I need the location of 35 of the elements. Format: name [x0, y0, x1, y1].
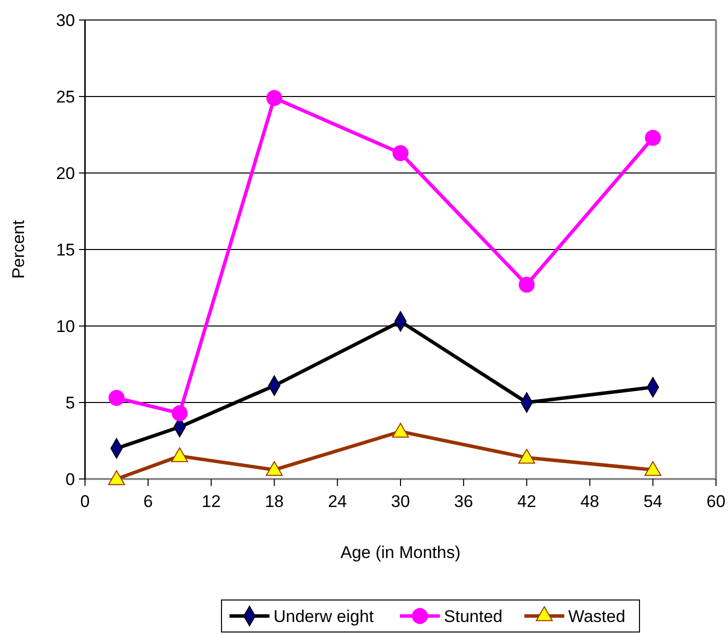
x-tick-label: 18: [264, 492, 284, 511]
point: [108, 390, 125, 406]
point: [392, 145, 408, 162]
y-tick-label: 0: [66, 470, 75, 489]
point: [108, 470, 126, 486]
y-axis-title: Percent: [9, 220, 28, 279]
point: [266, 90, 282, 106]
x-tick-label: 0: [80, 492, 90, 511]
y-tick-label: 25: [56, 87, 75, 106]
point: [172, 405, 188, 422]
point: [518, 448, 536, 464]
point: [644, 461, 662, 476]
x-tick-label: 6: [143, 492, 153, 511]
point: [392, 422, 409, 438]
y-tick-label: 15: [56, 240, 75, 260]
legend-label: Stunted: [444, 606, 503, 626]
x-tick-label: 42: [517, 492, 536, 511]
y-tick-label: 10: [56, 316, 75, 336]
x-tick-label: 48: [580, 492, 600, 511]
legend-label: Wasted: [568, 606, 626, 626]
x-tick-label: 54: [643, 492, 662, 511]
x-tick-label: 12: [202, 492, 221, 511]
x-tick-label: 24: [328, 492, 347, 511]
x-tick-label: 30: [391, 492, 410, 511]
point: [266, 461, 283, 476]
legend-label: Underw eight: [274, 606, 374, 626]
y-tick-label: 30: [56, 10, 75, 30]
point: [644, 130, 661, 146]
y-tick-label: 5: [66, 393, 75, 412]
point: [171, 447, 188, 462]
y-tick-label: 20: [56, 164, 75, 183]
x-tick-label: 36: [454, 492, 474, 511]
point: [518, 276, 535, 293]
x-axis-title: Age (in Months): [340, 543, 460, 562]
x-tick-label: 60: [706, 492, 726, 511]
